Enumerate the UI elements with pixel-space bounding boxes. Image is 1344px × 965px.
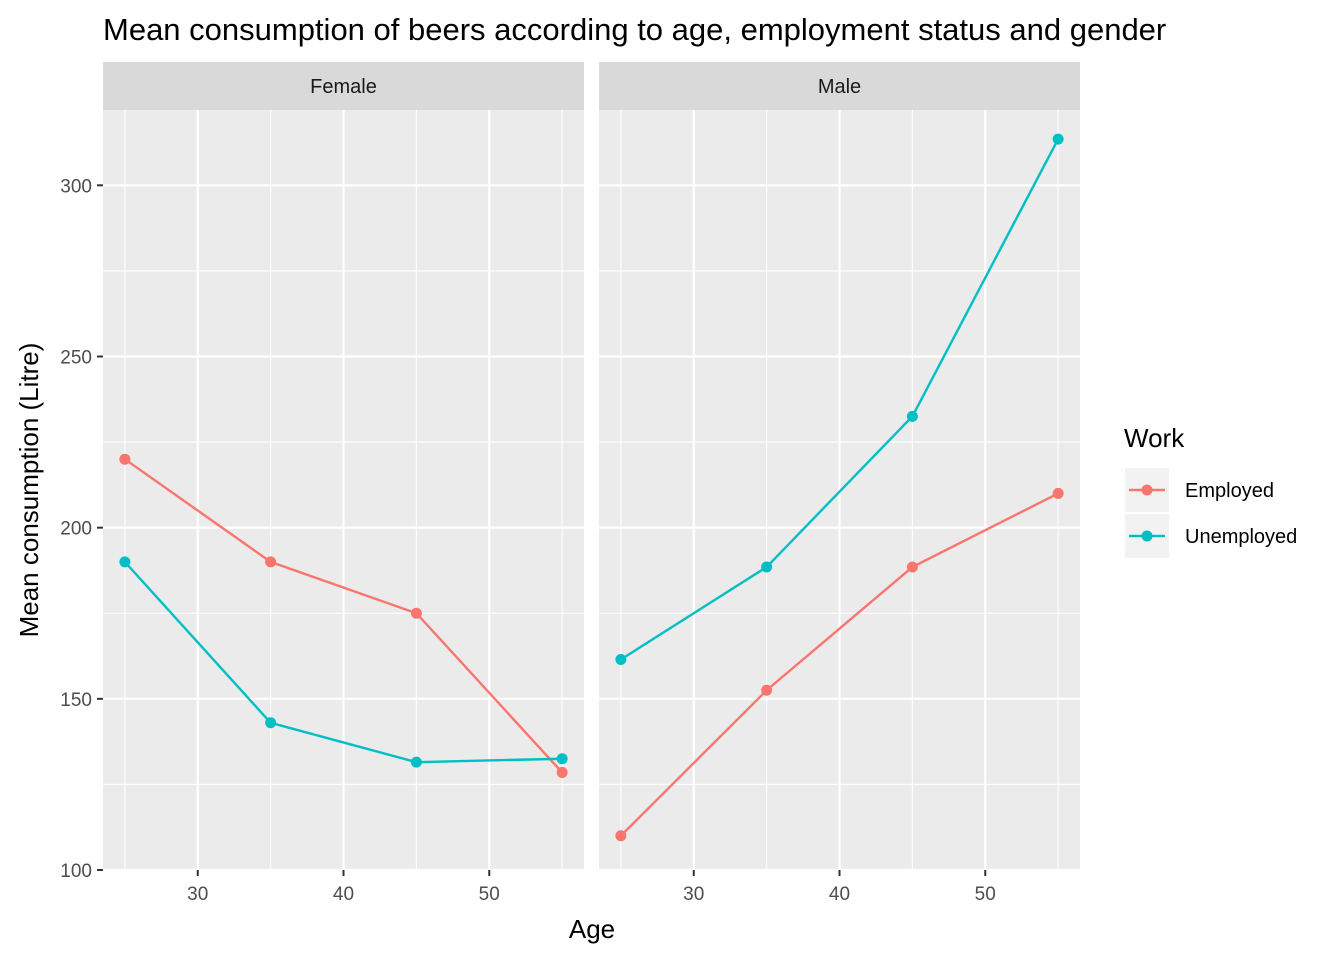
data-point: [410, 756, 422, 768]
facet-panel-female: Female 30 40 50 100 150 200 250 300: [60, 62, 584, 905]
data-point: [265, 717, 277, 729]
chart-title: Mean consumption of beers according to a…: [103, 12, 1166, 47]
x-tick-label: 50: [975, 884, 996, 905]
data-point: [615, 830, 627, 842]
data-point: [761, 684, 773, 696]
y-tick-label: 250: [60, 347, 92, 368]
y-tick-label: 200: [60, 519, 92, 540]
x-tick-label: 40: [333, 884, 354, 905]
data-point: [410, 607, 422, 619]
data-point: [1052, 133, 1064, 145]
y-tick-label: 100: [60, 861, 92, 882]
facet-strip-label: Male: [818, 76, 861, 98]
facet-strip-label: Female: [310, 76, 377, 98]
y-axis-label: Mean consumption (Litre): [14, 343, 44, 638]
legend-key-point: [1141, 530, 1153, 542]
data-point: [761, 561, 773, 573]
legend-keys: Employed Unemployed: [1125, 468, 1297, 558]
data-point: [615, 653, 627, 665]
legend-label: Unemployed: [1185, 526, 1297, 548]
x-tick-label: 30: [683, 884, 704, 905]
x-axis-label: Age: [569, 914, 615, 944]
series-employed: [119, 453, 568, 778]
data-point: [119, 453, 131, 465]
x-tick-label: 30: [187, 884, 208, 905]
legend-key-point: [1141, 484, 1153, 496]
data-point: [556, 753, 568, 765]
series-unemployed: [615, 133, 1064, 665]
x-tick-label: 40: [829, 884, 850, 905]
facet-strip: [103, 62, 584, 110]
legend: Work Employed Unemployed: [1124, 423, 1297, 558]
legend-item-unemployed: Unemployed: [1125, 514, 1297, 558]
data-point: [1052, 487, 1064, 499]
data-point: [265, 556, 277, 568]
legend-title: Work: [1124, 423, 1185, 453]
facet-panel-male: Male 30 40 50: [599, 62, 1080, 905]
x-tick-label: 50: [479, 884, 500, 905]
series-line-employed: [620, 492, 1059, 837]
y-tick-label: 300: [60, 176, 92, 197]
facet-panels: Female 30 40 50 100 150 200 250 300 Male 30 40 50: [60, 62, 1080, 905]
series-line-unemployed: [123, 561, 563, 764]
legend-item-employed: Employed: [1125, 468, 1274, 512]
legend-label: Employed: [1185, 480, 1274, 502]
data-point: [556, 766, 568, 778]
series-line-employed: [124, 458, 564, 774]
data-point: [906, 561, 918, 573]
series-employed: [615, 487, 1064, 842]
series-unemployed: [119, 556, 568, 768]
y-tick-label: 150: [60, 690, 92, 711]
data-point: [906, 410, 918, 422]
facet-strip: [599, 62, 1080, 110]
series-line-unemployed: [620, 138, 1060, 661]
data-point: [119, 556, 131, 568]
